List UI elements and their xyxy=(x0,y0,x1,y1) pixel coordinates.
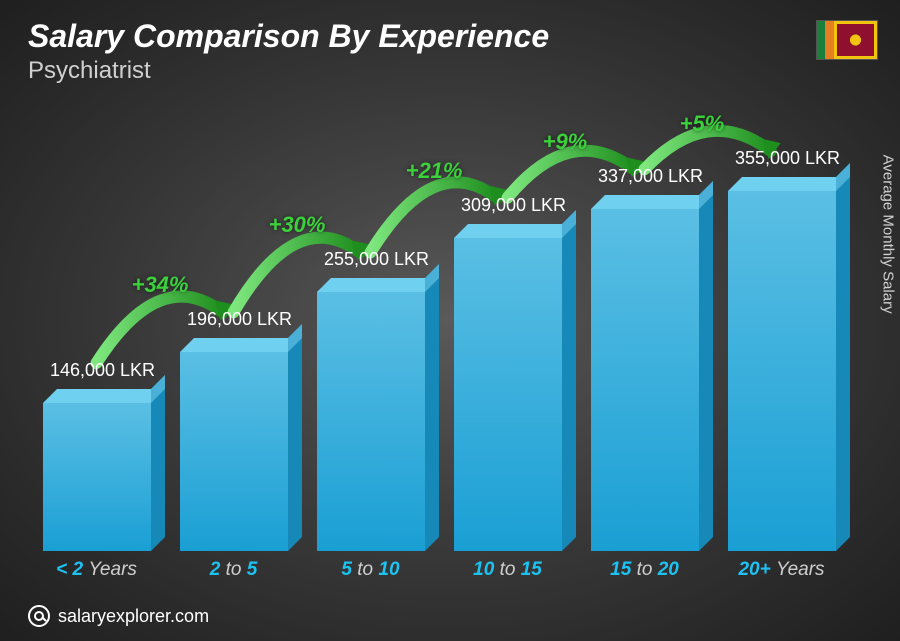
bar xyxy=(317,292,425,551)
category-label: < 2 Years xyxy=(32,559,162,581)
bar-group: 146,000 LKR xyxy=(43,403,151,551)
bar-value-label: 355,000 LKR xyxy=(718,148,858,169)
category-label: 5 to 10 xyxy=(306,559,436,581)
bar-value-label: 309,000 LKR xyxy=(444,195,584,216)
increment-label: +30% xyxy=(269,212,326,238)
bar xyxy=(454,238,562,551)
bar-value-label: 196,000 LKR xyxy=(170,309,310,330)
increment-label: +34% xyxy=(132,272,189,298)
bar-chart: 146,000 LKR < 2 Years 196,000 LKR 2 to 5 255… xyxy=(28,120,850,581)
footer: salaryexplorer.com xyxy=(28,605,209,627)
chart-subtitle: Psychiatrist xyxy=(28,57,549,85)
country-flag-icon xyxy=(816,20,878,60)
chart-header: Salary Comparison By Experience Psychiat… xyxy=(28,18,549,85)
bar-value-label: 146,000 LKR xyxy=(33,360,173,381)
bar-group: 355,000 LKR xyxy=(728,191,836,551)
category-label: 10 to 15 xyxy=(443,559,573,581)
bar xyxy=(591,209,699,551)
bar-group: 196,000 LKR xyxy=(180,352,288,551)
y-axis-label: Average Monthly Salary xyxy=(880,154,897,313)
chart-title: Salary Comparison By Experience xyxy=(28,18,549,55)
increment-label: +9% xyxy=(543,129,588,155)
bar-group: 337,000 LKR xyxy=(591,209,699,551)
bar xyxy=(728,191,836,551)
increment-label: +5% xyxy=(680,111,725,137)
logo-icon xyxy=(28,605,50,627)
category-label: 2 to 5 xyxy=(169,559,299,581)
bar xyxy=(180,352,288,551)
category-label: 15 to 20 xyxy=(580,559,710,581)
increment-label: +21% xyxy=(406,158,463,184)
category-label: 20+ Years xyxy=(717,559,847,581)
bar-group: 309,000 LKR xyxy=(454,238,562,551)
bar xyxy=(43,403,151,551)
bar-value-label: 337,000 LKR xyxy=(581,166,721,187)
footer-text: salaryexplorer.com xyxy=(58,606,209,627)
bar-group: 255,000 LKR xyxy=(317,292,425,551)
bar-value-label: 255,000 LKR xyxy=(307,249,447,270)
